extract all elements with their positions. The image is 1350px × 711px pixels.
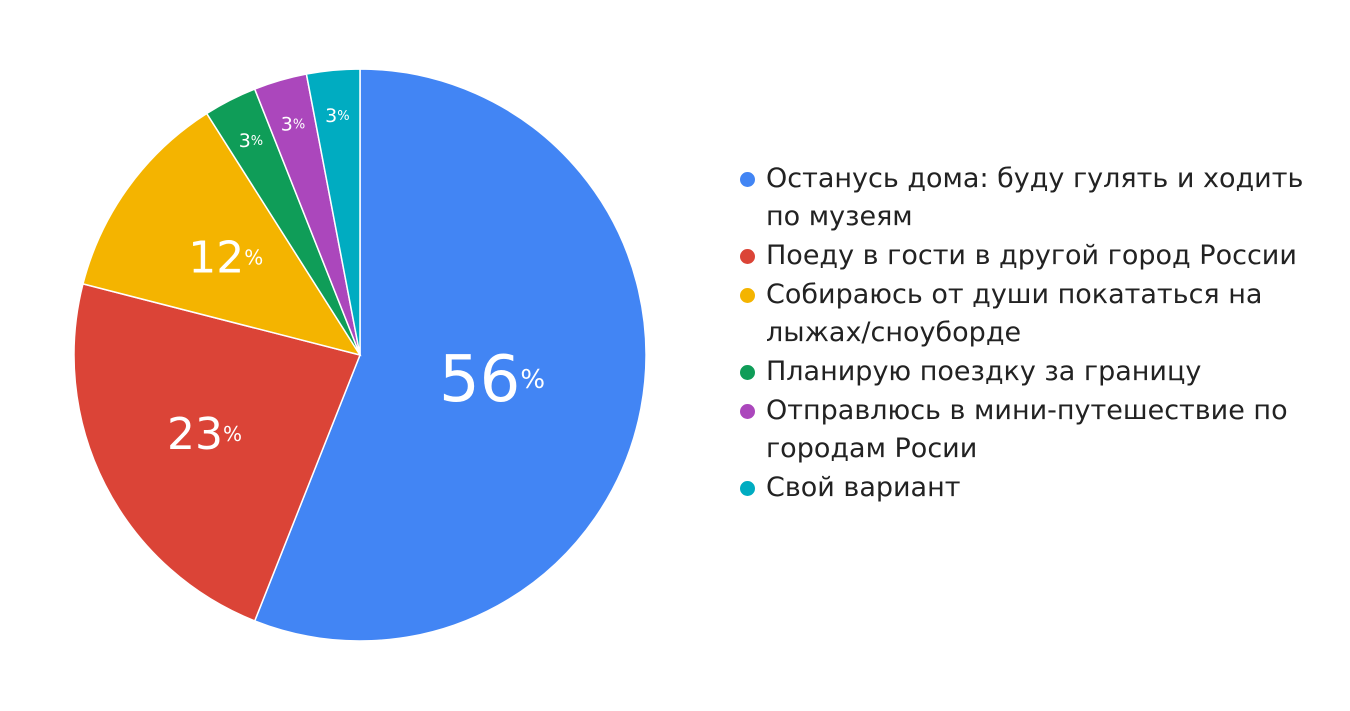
legend-color-dot — [740, 481, 755, 496]
legend-color-dot — [740, 404, 755, 419]
legend-item-3: Собираюсь от души покататься на лыжах/сн… — [738, 276, 1338, 352]
slice-label-6: 3% — [325, 105, 349, 127]
pie-slice-3 — [82, 112, 362, 357]
slice-value: 23 — [167, 409, 223, 460]
slice-percent-sign: % — [244, 246, 263, 270]
slice-labels-layer: 56%23%12%3%3% 3% — [167, 105, 545, 460]
pie-plot: 56%23%12%3%3% 3% — [73, 68, 647, 642]
legend-color-dot — [740, 249, 755, 264]
slice-label-1: 56% — [439, 343, 545, 417]
legend-item-5: Отправлюсь в мини-путешествие по городам… — [738, 392, 1338, 468]
slice-label-5: 3% — [281, 113, 305, 135]
legend-color-dot — [740, 365, 755, 380]
legend-item-4: Планирую поездку за границу — [738, 353, 1338, 391]
slice-value: 56 — [439, 343, 520, 417]
legend-color-dot — [740, 288, 755, 303]
legend-label: Отправлюсь в мини-путешествие по городам… — [766, 395, 1288, 464]
legend-item-1: Останусь дома: буду гулять и ходить по м… — [738, 160, 1338, 236]
legend-item-2: Поеду в гости в другой город России — [738, 237, 1338, 275]
pie-slice-1 — [253, 68, 647, 642]
slices-layer — [73, 68, 647, 642]
legend-label: Останусь дома: буду гулять и ходить по м… — [766, 163, 1304, 232]
slice-value: 3 — [325, 105, 337, 127]
legend-label: Поеду в гости в другой город России — [766, 240, 1297, 271]
slice-percent-sign: % — [251, 133, 263, 148]
legend-color-dot — [740, 172, 755, 187]
slice-value: 3 — [239, 130, 251, 152]
slice-label-4: 3% — [239, 130, 263, 152]
slice-label-3: 12% — [188, 232, 263, 283]
slice-value: 3 — [281, 113, 293, 135]
slice-label-2: 23% — [167, 409, 242, 460]
pie-slice-2 — [73, 282, 362, 622]
legend-label: Свой вариант — [766, 472, 961, 503]
legend-item-6: Свой вариант — [738, 469, 1338, 507]
pie-slice-6 — [305, 68, 361, 356]
legend-label: Планирую поездку за границу — [766, 356, 1202, 387]
legend: Останусь дома: буду гулять и ходить по м… — [738, 160, 1338, 508]
slice-percent-sign: % — [337, 108, 349, 123]
slice-percent-sign: % — [293, 117, 305, 132]
slice-percent-sign: % — [223, 422, 242, 446]
slice-percent-sign: % — [520, 365, 545, 395]
legend-label: Собираюсь от души покататься на лыжах/сн… — [766, 279, 1263, 348]
slice-value: 12 — [188, 232, 244, 283]
